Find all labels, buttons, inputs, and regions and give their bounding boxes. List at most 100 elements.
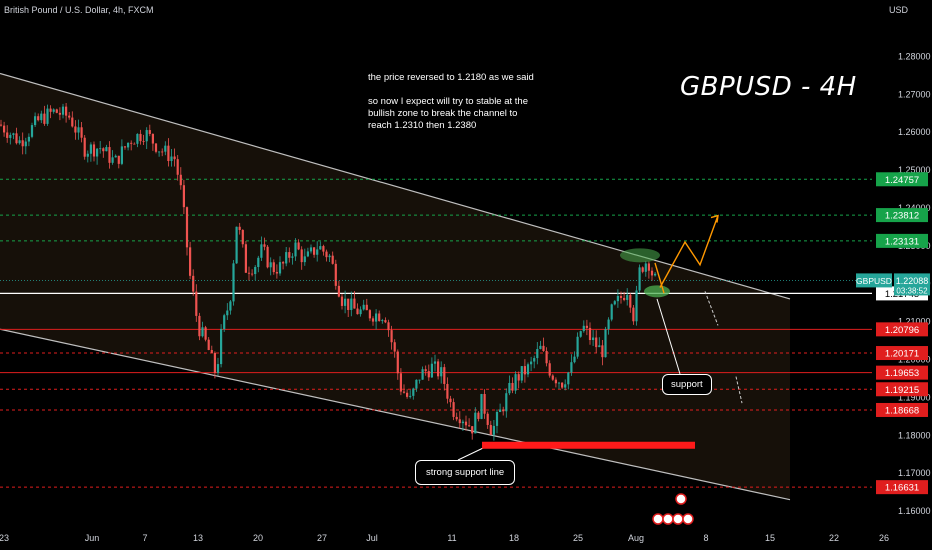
y-tick-label-11: 1.27000 [898,89,931,99]
candle-body-123 [381,320,384,322]
candle-body-92 [285,252,288,264]
candle-body-27 [83,137,86,157]
level-tag-bg-9 [876,480,928,495]
candle-body-106 [328,255,331,258]
event-marker-icon-0 [652,513,664,525]
current-price-tag-bg [894,273,930,296]
candle-body-53 [164,145,167,152]
candle-body-126 [390,330,393,343]
candle-body-50 [154,143,158,152]
candle-body-211 [654,273,657,276]
candle-body-182 [564,384,567,388]
y-tick-label-10: 1.26000 [898,127,931,137]
level-tag-bg-0 [876,172,928,187]
candle-body-162 [502,409,505,412]
candle-body-132 [409,395,412,397]
candle-body-141 [437,361,440,377]
candle-body-118 [365,304,368,311]
channel-lower-line [0,328,791,501]
candle-body-40 [123,146,127,148]
y-tick-label-0: 1.16000 [898,506,931,516]
candle-body-64 [198,315,201,337]
candle-body-191 [592,337,595,341]
candle-body-168 [520,366,523,381]
candle-body-1 [3,125,6,133]
candle-body-9 [27,136,30,142]
candle-body-38 [117,155,120,164]
support-callout-pointer [656,298,681,375]
candle-body-14 [43,113,46,124]
candle-body-125 [387,322,390,331]
candle-body-198 [613,301,616,305]
level-tag-2: 1.23131 [885,236,919,247]
candle-body-74 [229,301,232,311]
candle-body-183 [567,372,570,385]
candle-body-22 [68,115,71,118]
level-tag-bg-7 [876,382,928,397]
level-tag-bg-8 [876,402,928,417]
candle-body-185 [573,356,576,363]
strong-support-callout: strong support line [415,460,516,485]
candle-body-147 [455,416,458,420]
candle-body-145 [449,398,452,403]
candle-body-99 [306,251,309,257]
candle-body-57 [176,159,179,175]
x-tick-label-5: 27 [317,533,327,543]
candle-body-88 [272,262,275,273]
level-tag-5: 1.20171 [885,349,919,360]
candle-body-150 [464,421,468,426]
y-tick-label-12: 1.28000 [898,51,931,61]
candle-body-133 [412,388,415,396]
candle-body-140 [433,361,437,364]
candle-body-15 [46,108,49,124]
candle-body-55 [170,156,173,162]
candle-body-5 [15,133,18,144]
candle-body-129 [399,373,402,392]
candle-body-202 [626,294,629,300]
candle-body-196 [607,319,610,330]
candle-body-7 [21,140,24,147]
candle-body-161 [499,409,502,412]
candle-body-136 [421,369,424,380]
candle-body-90 [278,262,282,274]
candle-body-25 [77,127,80,133]
candle-body-171 [530,361,533,365]
candle-body-37 [114,155,117,158]
candles-layer [0,102,657,441]
candle-body-205 [635,290,638,322]
candle-body-203 [629,294,632,308]
level-tag-bg-1 [876,208,928,223]
x-tick-label-9: 25 [573,533,583,543]
candle-body-28 [86,153,89,157]
x-tick-label-7: 11 [447,533,456,543]
candle-body-172 [533,358,536,362]
candle-body-152 [471,426,474,434]
candle-body-93 [288,252,291,258]
candle-body-143 [443,367,446,384]
y-tick-label-1: 1.17000 [898,468,931,478]
candle-body-78 [241,229,244,245]
candle-body-112 [347,298,350,310]
candle-body-2 [6,132,9,138]
level-tag-9: 1.16631 [885,483,919,494]
current-price-tag: 1.22088 [896,276,929,286]
candle-body-4 [12,133,15,135]
candle-body-113 [350,298,353,310]
candle-body-77 [238,226,241,230]
candle-body-101 [313,247,316,255]
candle-body-3 [9,134,12,138]
candle-body-194 [601,345,604,358]
candle-body-86 [266,246,269,268]
x-tick-label-3: 13 [193,533,203,543]
candle-body-10 [30,125,34,137]
candle-body-184 [570,362,573,373]
x-tick-label-2: 7 [142,533,147,543]
x-tick-label-0: 23 [0,533,9,543]
bearish-projection-1 [704,291,719,326]
channel-fill [0,73,790,500]
candle-body-31 [96,148,99,157]
candle-body-207 [641,267,644,272]
candle-body-60 [185,207,189,248]
resistance-zone-highlight [620,248,660,263]
